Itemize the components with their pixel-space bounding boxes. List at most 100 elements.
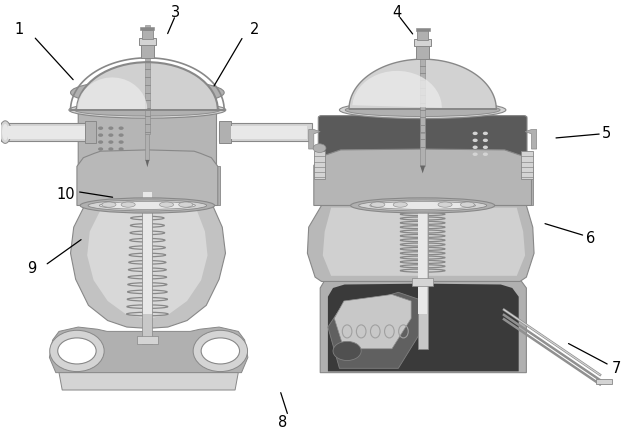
Bar — [143, 192, 152, 314]
FancyBboxPatch shape — [78, 111, 217, 170]
Circle shape — [473, 153, 478, 156]
Ellipse shape — [340, 101, 506, 118]
Ellipse shape — [345, 104, 500, 116]
Ellipse shape — [394, 202, 407, 207]
Text: 8: 8 — [278, 415, 287, 430]
Ellipse shape — [193, 330, 248, 371]
Circle shape — [98, 147, 103, 151]
Polygon shape — [328, 284, 519, 371]
Bar — [85, 121, 96, 143]
Ellipse shape — [75, 104, 221, 116]
Text: 10: 10 — [56, 187, 75, 202]
Bar — [314, 166, 325, 205]
Polygon shape — [323, 208, 525, 276]
Bar — [141, 44, 154, 58]
Bar — [231, 125, 307, 139]
Polygon shape — [309, 129, 320, 149]
Circle shape — [201, 338, 240, 364]
Text: 7: 7 — [611, 361, 620, 376]
Text: 1: 1 — [15, 22, 24, 37]
Text: 6: 6 — [586, 231, 595, 246]
Ellipse shape — [438, 202, 452, 207]
Ellipse shape — [80, 198, 215, 213]
Circle shape — [98, 126, 103, 130]
Polygon shape — [349, 59, 496, 109]
Circle shape — [98, 133, 103, 137]
Ellipse shape — [121, 202, 135, 207]
Circle shape — [108, 126, 113, 130]
Polygon shape — [71, 205, 226, 328]
Polygon shape — [307, 205, 534, 281]
Ellipse shape — [88, 200, 206, 211]
Bar — [420, 133, 425, 166]
Ellipse shape — [460, 202, 475, 207]
Polygon shape — [420, 166, 425, 173]
Bar — [412, 278, 433, 286]
Text: 2: 2 — [249, 22, 259, 37]
Circle shape — [333, 341, 361, 361]
Circle shape — [108, 147, 113, 151]
Circle shape — [483, 132, 488, 135]
Circle shape — [58, 338, 96, 364]
Circle shape — [98, 140, 103, 144]
Polygon shape — [50, 327, 248, 373]
Bar — [142, 184, 152, 344]
Polygon shape — [328, 292, 424, 368]
Circle shape — [118, 140, 123, 144]
Bar — [219, 123, 312, 141]
Polygon shape — [59, 373, 239, 390]
Bar — [521, 166, 533, 205]
Circle shape — [473, 132, 478, 135]
Bar — [140, 27, 154, 31]
Polygon shape — [352, 71, 442, 108]
Bar — [595, 379, 611, 384]
Bar — [521, 151, 533, 180]
Ellipse shape — [69, 102, 226, 118]
Circle shape — [313, 144, 326, 153]
Ellipse shape — [2, 124, 8, 140]
Ellipse shape — [0, 121, 11, 143]
Text: 3: 3 — [171, 5, 180, 20]
Circle shape — [108, 133, 113, 137]
Circle shape — [473, 139, 478, 142]
Circle shape — [483, 146, 488, 149]
Bar — [420, 49, 425, 149]
FancyBboxPatch shape — [318, 116, 527, 168]
Ellipse shape — [71, 80, 224, 106]
Bar — [314, 151, 325, 180]
Polygon shape — [145, 160, 149, 167]
Polygon shape — [77, 150, 218, 205]
Ellipse shape — [350, 198, 494, 213]
Bar — [417, 184, 428, 349]
Circle shape — [483, 139, 488, 142]
Bar — [416, 45, 429, 59]
Ellipse shape — [179, 202, 193, 207]
Polygon shape — [77, 62, 218, 110]
Polygon shape — [525, 129, 537, 149]
Bar — [145, 25, 150, 134]
Ellipse shape — [159, 202, 174, 207]
Text: 9: 9 — [28, 261, 37, 276]
Bar — [1, 123, 88, 141]
Bar — [139, 38, 156, 45]
Bar — [8, 125, 85, 139]
Ellipse shape — [370, 201, 475, 209]
Polygon shape — [87, 210, 208, 319]
Bar — [219, 121, 231, 143]
Bar — [145, 134, 149, 160]
Circle shape — [118, 133, 123, 137]
Bar — [209, 166, 221, 205]
Polygon shape — [77, 77, 147, 110]
Bar — [137, 336, 158, 344]
Bar — [417, 31, 428, 40]
Polygon shape — [320, 271, 527, 373]
Text: 4: 4 — [392, 5, 402, 20]
Circle shape — [118, 147, 123, 151]
Bar — [415, 28, 430, 31]
Circle shape — [483, 153, 488, 156]
Text: 5: 5 — [602, 126, 611, 141]
Bar — [414, 39, 431, 46]
Bar — [141, 30, 153, 39]
Circle shape — [473, 146, 478, 149]
Circle shape — [108, 140, 113, 144]
